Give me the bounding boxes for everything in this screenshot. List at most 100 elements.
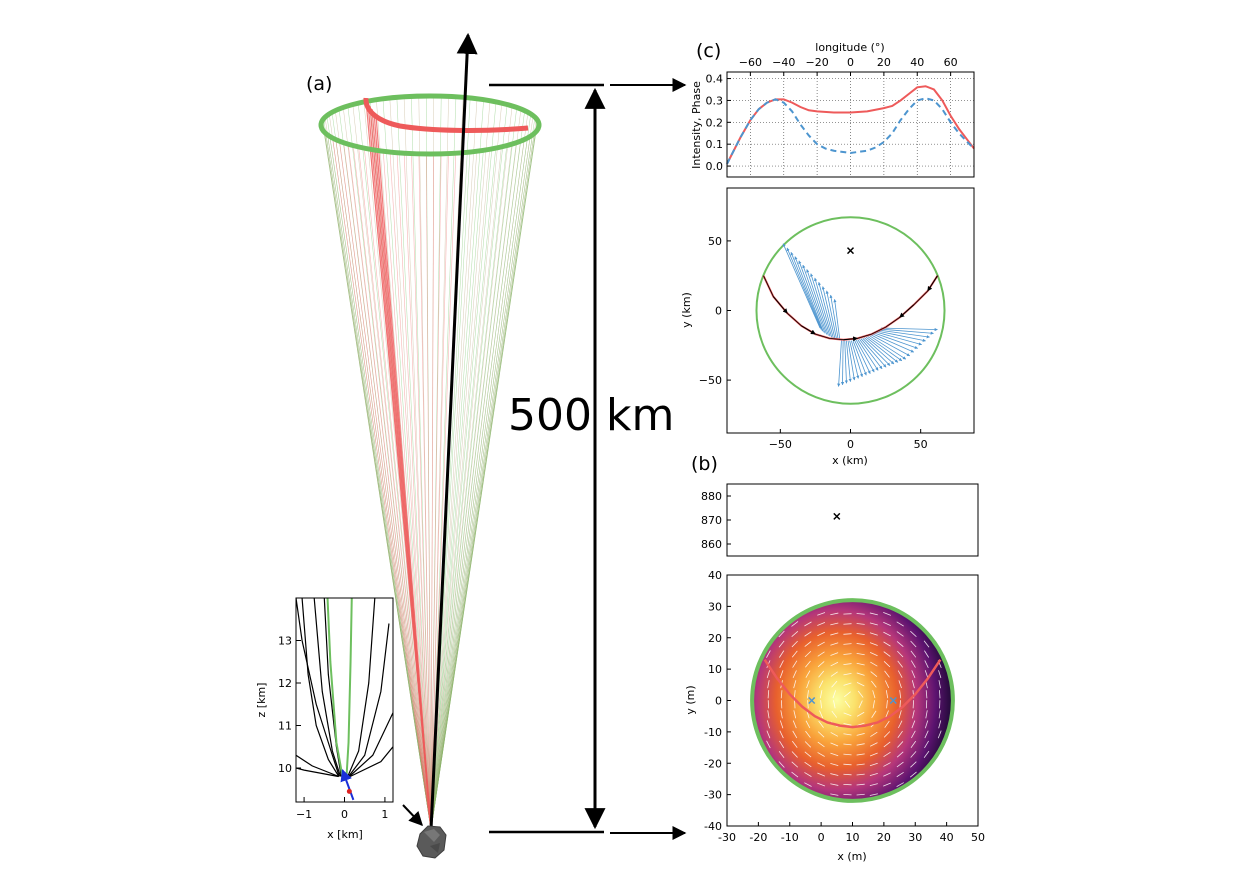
cone-ray (430, 103, 497, 831)
footprint-direction-arrow (899, 304, 914, 318)
heatmap-vector (830, 612, 839, 616)
inset-ytick-label: 12 (278, 677, 292, 690)
heatmap-vector (899, 700, 901, 709)
footprint-vector (862, 338, 891, 366)
heatmap-vector (924, 660, 929, 668)
heatmap-vector (830, 783, 839, 786)
inset-xtick-label: 0 (341, 808, 348, 821)
heatmap-vector (910, 761, 917, 768)
cone-ray (430, 107, 513, 831)
heatmap-vector (911, 680, 915, 689)
cone-ray (329, 115, 432, 831)
heatmap-vector (830, 793, 839, 796)
cone-ray (426, 98, 432, 831)
footprint-vector (854, 340, 871, 374)
heatmap-vector (780, 690, 783, 699)
heatmap-vector (805, 730, 811, 738)
heatmap-vector (830, 642, 839, 646)
heatmap-vector (912, 710, 915, 719)
source-heatmap-plot: -30 -20 -10 0 10 20 30 40 50403020100-10-20-30-4… (684, 569, 985, 863)
heatmap-vector (856, 682, 865, 687)
intensity-series-1 (726, 97, 975, 165)
panel-c-label: (c) (696, 40, 721, 62)
footprint-vector (802, 264, 828, 335)
heatmap-vector (883, 751, 891, 757)
footprint-vector (870, 334, 911, 357)
heatmap-vector (817, 741, 825, 748)
inset-field-line-11 (301, 598, 340, 777)
heatmap-vector (806, 680, 810, 689)
heatmap-vector (869, 773, 878, 777)
cone-ray (339, 110, 432, 831)
intensity-ytick-label: 0.0 (706, 160, 724, 173)
heatmap-vector (843, 723, 852, 726)
intensity-axes: −60 −40 −20 0 20 40 60 0.0 0.1 0.2 0.3 0.4 (706, 56, 958, 173)
heatmap-vector (780, 710, 783, 719)
heatmap-vector (804, 631, 812, 637)
inset-ylabel: z [km] (255, 683, 268, 718)
inset-xtick-label: 1 (381, 808, 388, 821)
heatmap-vector (804, 650, 812, 658)
heatmap-boundary-circle (750, 598, 955, 803)
footprint-direction-arrow (927, 275, 938, 292)
footprint-vector (786, 247, 822, 330)
heatmap-vector (886, 700, 888, 709)
cone-ray (358, 104, 432, 831)
footprint-vector (790, 251, 823, 331)
cone-ray (430, 98, 434, 831)
inset-field-line-6 (348, 623, 390, 777)
heatmap-vector (869, 793, 878, 796)
heatmap-xtick-label: -20 (749, 831, 767, 844)
cone-ray (389, 99, 432, 831)
heatmap-vector (883, 661, 891, 668)
heatmap-vector (843, 663, 852, 666)
cone-panel: (a) (306, 32, 542, 859)
heatmap-vector (883, 621, 891, 626)
heatmap-vector (884, 680, 890, 689)
source-top-marker (833, 512, 841, 520)
heatmap-vector (869, 612, 878, 616)
cone-ray (331, 135, 432, 831)
cone-ray (430, 151, 442, 831)
heatmap-ytick-label: 20 (708, 632, 722, 645)
heatmap-vector (767, 680, 770, 689)
heatmap-vector (856, 773, 865, 776)
heatmap-vector (817, 622, 826, 626)
heatmap-vector (856, 662, 865, 666)
heatmap-vector (779, 740, 785, 749)
footprint-vector (879, 328, 934, 335)
heatmap-vector (791, 640, 798, 648)
footprint-circle (755, 216, 946, 405)
inset-field-line-0 (296, 598, 340, 777)
heatmap-xtick-label: 20 (877, 831, 891, 844)
source-top-axes: 860 870 880 (701, 490, 731, 551)
heatmap-vector (831, 710, 838, 718)
cone-ray (430, 113, 528, 831)
heatmap-ytick-label: -10 (704, 726, 722, 739)
heatmap-vector (923, 640, 930, 648)
cone-ray (335, 112, 432, 831)
heatmap-vector (830, 763, 839, 767)
footprint-ytick-label: −50 (699, 374, 722, 387)
intensity-ytick-label: 0.4 (706, 73, 724, 86)
heatmap-vector (869, 742, 878, 747)
heatmap-vector (897, 730, 903, 738)
heatmap-vector (791, 631, 799, 637)
intensity-xtick-label: −40 (772, 56, 795, 69)
source-top-content (833, 512, 841, 520)
heatmap-vector (844, 700, 851, 708)
heatmap-vector (766, 670, 771, 679)
heatmap-vector (870, 671, 878, 678)
heatmap-vector (909, 771, 917, 778)
magnetic-axis-arrow (429, 32, 478, 831)
heatmap-vector (778, 750, 785, 758)
heatmap-vector (817, 661, 825, 668)
heatmap-vector (817, 641, 825, 647)
heatmap-vector (804, 772, 812, 777)
footprint-content (755, 216, 946, 405)
footprint-vector (844, 340, 848, 384)
heatmap-vector (778, 640, 785, 648)
heatmap-vector (923, 750, 930, 758)
heatmap-vector (843, 653, 852, 655)
